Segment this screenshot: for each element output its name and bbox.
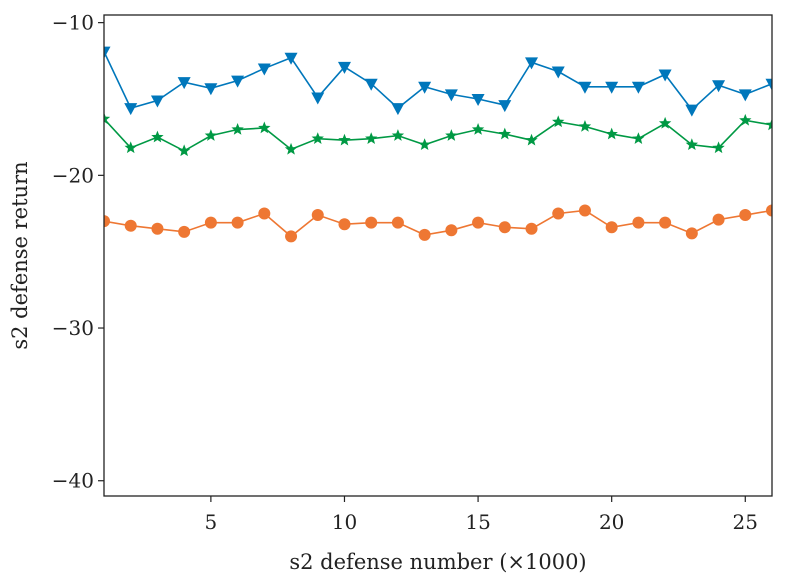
data-point xyxy=(104,112,111,125)
data-point xyxy=(391,103,405,116)
data-point xyxy=(311,132,324,144)
data-point xyxy=(418,138,431,151)
data-point xyxy=(766,204,772,217)
data-point xyxy=(632,216,645,229)
data-point xyxy=(258,121,271,134)
data-point xyxy=(498,100,512,113)
data-point xyxy=(124,141,137,154)
data-point xyxy=(739,113,752,126)
data-point xyxy=(231,123,244,135)
x-tick-label: 15 xyxy=(465,510,490,534)
data-point xyxy=(285,230,298,243)
series-1 xyxy=(104,46,772,117)
data-point xyxy=(204,129,218,141)
data-point xyxy=(391,216,404,229)
data-point xyxy=(231,75,245,88)
data-point xyxy=(765,78,772,91)
series-3 xyxy=(104,204,772,243)
y-tick-label: −40 xyxy=(52,469,94,493)
data-point xyxy=(551,66,565,79)
data-point xyxy=(365,132,378,144)
y-tick-label: −10 xyxy=(52,11,94,35)
x-tick-label: 25 xyxy=(733,510,758,534)
y-axis-label: s2 defense return xyxy=(8,161,32,349)
data-point xyxy=(471,123,485,135)
data-point xyxy=(151,130,164,143)
x-tick-label: 20 xyxy=(599,510,624,534)
data-point xyxy=(578,204,591,217)
data-point xyxy=(231,216,244,229)
data-point xyxy=(498,221,511,234)
data-point xyxy=(104,215,110,228)
series-line xyxy=(104,51,772,111)
data-point xyxy=(739,209,752,222)
axis-ticks: 5 10 15 20 25 −10 −20 −30 −40 xyxy=(52,11,758,534)
data-point xyxy=(177,144,191,157)
x-tick-label: 5 xyxy=(205,510,218,534)
data-point xyxy=(712,80,726,93)
data-point xyxy=(150,95,164,108)
data-point xyxy=(578,81,592,94)
data-point xyxy=(631,81,645,94)
data-point xyxy=(338,133,351,146)
data-point xyxy=(284,142,298,155)
data-point xyxy=(257,63,271,76)
plot-marks xyxy=(104,46,772,243)
data-point xyxy=(685,104,699,117)
data-point xyxy=(685,227,698,240)
data-point xyxy=(552,115,565,128)
data-point xyxy=(498,127,511,140)
data-point xyxy=(632,132,645,144)
data-point xyxy=(605,127,618,140)
data-point xyxy=(578,119,592,132)
data-point xyxy=(177,77,191,90)
series-line xyxy=(104,118,772,152)
data-point xyxy=(552,207,565,220)
series-line xyxy=(104,209,772,238)
data-point xyxy=(337,61,351,74)
data-point xyxy=(712,141,725,154)
series-2 xyxy=(104,112,772,157)
data-point xyxy=(445,129,458,141)
data-point xyxy=(204,216,217,229)
data-point xyxy=(178,225,191,238)
data-point xyxy=(605,81,619,94)
data-point xyxy=(204,83,218,96)
data-point xyxy=(685,138,699,151)
data-point xyxy=(151,222,164,235)
data-point xyxy=(284,52,298,65)
data-point xyxy=(525,57,539,70)
data-point xyxy=(258,207,271,220)
plot-frame xyxy=(103,14,773,497)
x-axis-label: s2 defense number (×1000) xyxy=(289,550,586,574)
data-point xyxy=(525,133,538,146)
data-point xyxy=(765,118,772,131)
data-point xyxy=(311,209,324,222)
y-tick-label: −30 xyxy=(52,316,94,340)
data-point xyxy=(338,218,351,231)
data-point xyxy=(471,93,485,106)
data-point xyxy=(738,89,752,102)
data-point xyxy=(364,78,378,91)
data-point xyxy=(365,216,378,229)
data-point xyxy=(124,219,137,232)
data-point xyxy=(658,69,672,82)
data-point xyxy=(418,228,431,241)
data-point xyxy=(124,103,138,116)
data-point xyxy=(418,81,432,94)
data-point xyxy=(444,89,458,102)
data-point xyxy=(605,221,618,234)
x-tick-label: 10 xyxy=(332,510,357,534)
data-point xyxy=(391,129,405,141)
data-point xyxy=(445,224,458,237)
data-point xyxy=(659,216,672,229)
data-point xyxy=(658,116,672,129)
data-point xyxy=(104,46,111,59)
data-point xyxy=(311,92,325,105)
y-tick-label: −20 xyxy=(52,163,94,187)
data-point xyxy=(712,213,725,226)
data-point xyxy=(472,216,485,229)
data-point xyxy=(525,222,538,235)
